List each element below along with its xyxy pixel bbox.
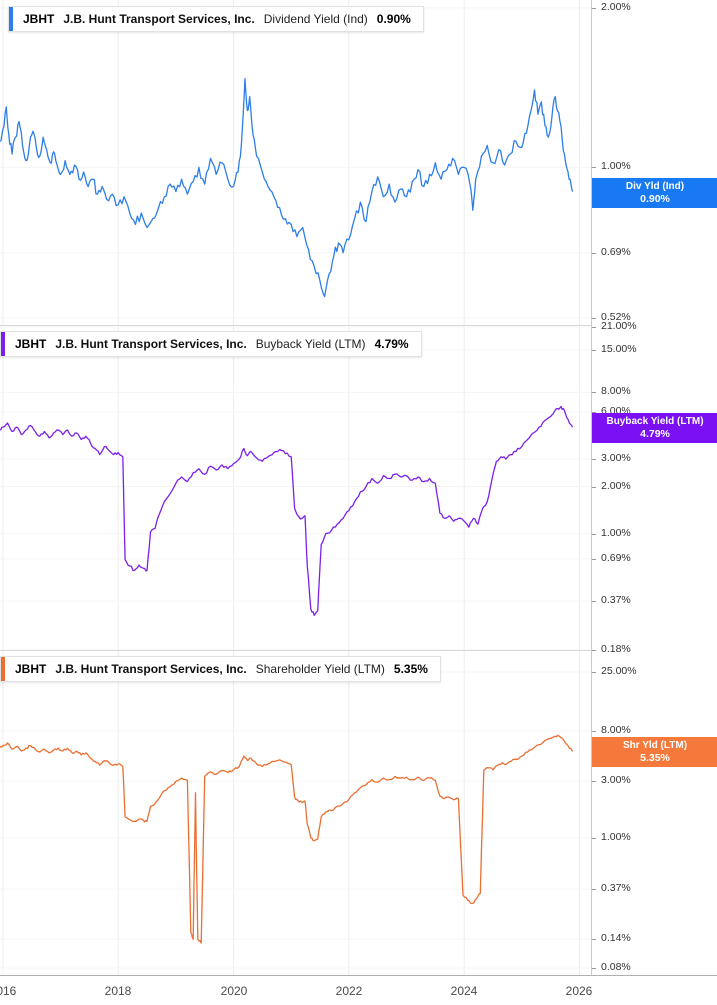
x-axis-label: 2022	[335, 984, 363, 998]
metric-value-label: 4.79%	[374, 337, 409, 351]
y-axis-tick	[592, 392, 596, 393]
y-axis-tick	[592, 781, 596, 782]
y-axis-tick	[592, 167, 596, 168]
ticker-label: JBHT	[23, 12, 55, 26]
y-axis-label: 0.14%	[601, 932, 631, 944]
buyback-yield-panel: JBHT J.B. Hunt Transport Services, Inc. …	[0, 325, 591, 650]
ticker-label: JBHT	[15, 662, 47, 676]
badge-value-label: 4.79%	[640, 428, 670, 440]
legend-dividend-yield[interactable]: JBHT J.B. Hunt Transport Services, Inc. …	[8, 6, 424, 32]
panel-separator	[0, 325, 591, 326]
panel-separator	[0, 650, 591, 651]
y-axis-label: 15.00%	[601, 343, 637, 355]
y-axis-tick	[592, 838, 596, 839]
y-axis-tick	[592, 459, 596, 460]
last-value-badge: Shr Yld (LTM) 5.35%	[592, 737, 717, 767]
legend-accent-bar	[1, 332, 5, 356]
metric-label: Shareholder Yield (LTM)	[255, 662, 385, 676]
y-axis-tick	[592, 318, 596, 319]
x-axis-label: 2018	[104, 984, 132, 998]
y-axis-tick	[592, 939, 596, 940]
y-axis-label: 1.00%	[601, 527, 631, 539]
y-axis-label: 0.69%	[601, 246, 631, 258]
x-axis-label: 2016	[0, 984, 17, 998]
y-axis-tick	[592, 350, 596, 351]
x-axis: 2016 2018 2020 2022 2024 2026	[0, 975, 717, 1005]
y-axis-tick	[592, 412, 596, 413]
series-line	[0, 734, 574, 944]
badge-value-label: 5.35%	[640, 752, 670, 764]
company-name-label: J.B. Hunt Transport Services, Inc.	[55, 662, 247, 676]
y-axis-label: 0.37%	[601, 594, 631, 606]
gridlines	[0, 650, 591, 975]
company-name-label: J.B. Hunt Transport Services, Inc.	[55, 337, 247, 351]
y-axis-label: 0.18%	[601, 643, 631, 655]
badge-metric-label: Buyback Yield (LTM)	[606, 416, 704, 427]
shareholder-yield-chart[interactable]	[0, 650, 591, 975]
y-axis-label: 0.52%	[601, 311, 631, 323]
x-axis-label: 2026	[565, 984, 593, 998]
x-axis-label: 2020	[220, 984, 248, 998]
y-axis-tick	[592, 534, 596, 535]
badge-value-label: 0.90%	[640, 193, 670, 205]
y-axis-label: 2.00%	[601, 1, 631, 13]
metric-value-label: 0.90%	[376, 12, 411, 26]
y-axis-tick	[592, 327, 596, 328]
last-value-badge: Buyback Yield (LTM) 4.79%	[592, 413, 717, 443]
y-axis-tick	[592, 968, 596, 969]
gridlines	[0, 325, 591, 650]
y-axis-label: 1.00%	[601, 831, 631, 843]
y-axis-label: 0.37%	[601, 882, 631, 894]
shareholder-yield-panel: JBHT J.B. Hunt Transport Services, Inc. …	[0, 650, 591, 975]
y-axis-tick	[592, 601, 596, 602]
y-axis-tick	[592, 731, 596, 732]
y-axis-label: 8.00%	[601, 385, 631, 397]
y-axis-tick	[592, 559, 596, 560]
y-axis-label: 3.00%	[601, 774, 631, 786]
y-axis-label: 8.00%	[601, 724, 631, 736]
y-axis-label: 25.00%	[601, 665, 637, 677]
x-axis-label: 2024	[450, 984, 478, 998]
buyback-yield-chart[interactable]	[0, 325, 591, 650]
ticker-label: JBHT	[15, 337, 47, 351]
badge-metric-label: Div Yld (Ind)	[625, 181, 685, 192]
y-axis-label: 2.00%	[601, 480, 631, 492]
badge-metric-label: Shr Yld (LTM)	[622, 740, 688, 751]
series-line	[0, 78, 574, 298]
y-axis: 2.00% 1.00% 0.69% 0.52% Div Yld (Ind) 0.90% 21…	[591, 0, 717, 975]
y-axis-tick	[592, 253, 596, 254]
metric-value-label: 5.35%	[393, 662, 428, 676]
y-axis-label: 6.00%	[601, 405, 631, 417]
y-axis-label: 1.00%	[601, 160, 631, 172]
dividend-yield-chart[interactable]	[0, 0, 591, 325]
dividend-yield-panel: JBHT J.B. Hunt Transport Services, Inc. …	[0, 0, 591, 325]
y-axis-label: 0.08%	[601, 961, 631, 973]
company-name-label: J.B. Hunt Transport Services, Inc.	[63, 12, 255, 26]
y-axis-label: 3.00%	[601, 452, 631, 464]
last-value-badge: Div Yld (Ind) 0.90%	[592, 178, 717, 208]
y-axis-tick	[592, 650, 596, 651]
y-axis-tick	[592, 487, 596, 488]
metric-label: Dividend Yield (Ind)	[263, 12, 368, 26]
y-axis-tick	[592, 672, 596, 673]
series-line	[0, 405, 574, 616]
y-axis-label: 0.69%	[601, 552, 631, 564]
metric-label: Buyback Yield (LTM)	[255, 337, 366, 351]
legend-accent-bar	[1, 657, 5, 681]
y-axis-tick	[592, 889, 596, 890]
legend-buyback-yield[interactable]: JBHT J.B. Hunt Transport Services, Inc. …	[0, 331, 422, 357]
legend-accent-bar	[9, 7, 13, 31]
y-axis-label: 21.00%	[601, 320, 637, 332]
y-axis-tick	[592, 8, 596, 9]
legend-shareholder-yield[interactable]: JBHT J.B. Hunt Transport Services, Inc. …	[0, 656, 441, 682]
